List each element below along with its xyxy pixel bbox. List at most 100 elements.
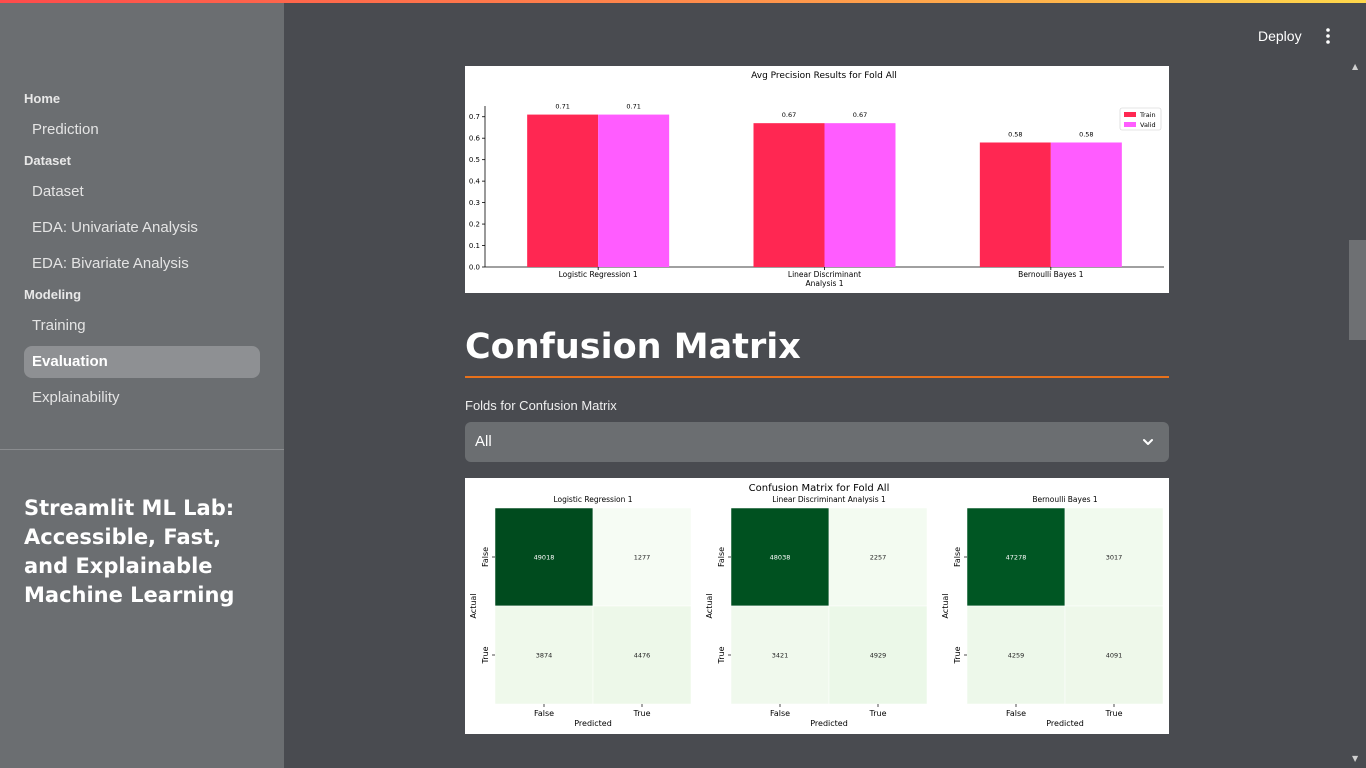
cell-value: 4259 — [1008, 652, 1025, 660]
top-accent-bar — [0, 0, 1366, 3]
cell-value: 3874 — [536, 652, 553, 660]
header-divider — [465, 376, 1169, 378]
y-tick-label: False — [481, 547, 490, 567]
bar-train — [527, 114, 599, 267]
sidebar-item-explainability[interactable]: Explainability — [32, 389, 120, 406]
x-tick-label: True — [1105, 709, 1123, 718]
x-axis-label: Predicted — [1046, 719, 1084, 728]
bar-train — [753, 123, 825, 267]
matrix-cell — [966, 605, 1066, 705]
y-tick-label: True — [717, 646, 726, 664]
matrix-title: Linear Discriminant Analysis 1 — [772, 495, 886, 504]
precision-bar-chart: Avg Precision Results for Fold All 0.0 0.… — [465, 66, 1169, 293]
x-tick-label: Linear Discriminant — [788, 270, 861, 279]
cell-value: 4929 — [870, 652, 887, 660]
y-axis-label: Actual — [941, 593, 950, 618]
cell-value: 2257 — [870, 554, 887, 562]
matrix-title: Bernoulli Bayes 1 — [1032, 495, 1098, 504]
folds-select-value: All — [475, 433, 492, 450]
confusion-matrix-chart: Confusion Matrix for Fold All Logistic R… — [465, 478, 1169, 734]
y-tick-label: 0.7 — [469, 113, 480, 121]
data-label: 0.71 — [555, 103, 569, 111]
matrix-cell — [494, 605, 594, 705]
matrix-cell — [730, 605, 830, 705]
x-tick-label: Analysis 1 — [805, 279, 843, 288]
cell-value: 3017 — [1106, 554, 1123, 562]
nav-section-home: Home — [24, 91, 61, 106]
y-tick-label: 0.2 — [469, 221, 480, 229]
scrollbar[interactable] — [1349, 60, 1366, 768]
chevron-down-icon — [1143, 439, 1153, 445]
matrix-cell — [1064, 605, 1164, 705]
kebab-menu-icon[interactable] — [1318, 26, 1338, 46]
folds-select-label: Folds for Confusion Matrix — [465, 398, 617, 413]
data-label: 0.58 — [1079, 130, 1093, 138]
app-title: Streamlit ML Lab: Accessible, Fast, and … — [24, 496, 235, 607]
y-tick-label: 0.6 — [469, 135, 481, 143]
x-tick-label: Bernoulli Bayes 1 — [1018, 270, 1084, 279]
scrollbar-thumb[interactable] — [1349, 240, 1366, 340]
folds-select[interactable]: All — [465, 422, 1169, 462]
legend-swatch-train — [1124, 112, 1136, 117]
y-tick-label: 0.0 — [469, 264, 480, 272]
sidebar-nav: Home Prediction Dataset Dataset EDA: Uni… — [24, 88, 260, 418]
chart-title: Confusion Matrix for Fold All — [749, 483, 890, 494]
y-axis-label: Actual — [705, 593, 714, 618]
matrix-cell — [828, 507, 928, 607]
matrix-cell — [828, 605, 928, 705]
cell-value: 4091 — [1106, 652, 1123, 660]
nav-section-dataset: Dataset — [24, 153, 71, 168]
legend-label-valid: Valid — [1140, 121, 1156, 129]
bar-valid — [1050, 142, 1122, 267]
matrix-cell — [730, 507, 830, 607]
matrix-cell — [1064, 507, 1164, 607]
x-tick-label: False — [770, 709, 790, 718]
x-tick-label: False — [1006, 709, 1026, 718]
cell-value: 48038 — [770, 554, 791, 562]
scroll-down-arrow-icon[interactable]: ▼ — [1352, 754, 1359, 763]
y-tick-label: 0.4 — [469, 178, 481, 186]
matrix-cell — [966, 507, 1066, 607]
data-label: 0.67 — [853, 111, 867, 119]
sidebar-item-eda-univariate[interactable]: EDA: Univariate Analysis — [32, 219, 198, 236]
x-axis-label: Predicted — [574, 719, 612, 728]
bar-train — [979, 142, 1051, 267]
matrix-cell — [494, 507, 594, 607]
y-tick-label: True — [481, 646, 490, 664]
y-tick-label: 0.5 — [469, 156, 480, 164]
y-tick-label: False — [717, 547, 726, 567]
scroll-up-arrow-icon[interactable]: ▲ — [1352, 62, 1359, 71]
y-axis-label: Actual — [469, 593, 478, 618]
data-label: 0.58 — [1008, 130, 1022, 138]
data-label: 0.71 — [626, 103, 640, 111]
sidebar-item-training[interactable]: Training — [32, 317, 86, 334]
y-tick-label: True — [953, 646, 962, 664]
nav-section-modeling: Modeling — [24, 287, 82, 302]
deploy-button[interactable]: Deploy — [1258, 28, 1302, 44]
y-tick-label: 0.3 — [469, 199, 480, 207]
sidebar-item-dataset[interactable]: Dataset — [32, 183, 84, 200]
x-tick-label: Logistic Regression 1 — [559, 270, 638, 279]
sidebar: Home Prediction Dataset Dataset EDA: Uni… — [0, 0, 284, 768]
section-header-confusion-matrix: Confusion Matrix — [465, 327, 801, 367]
x-tick-label: True — [633, 709, 651, 718]
sidebar-item-prediction[interactable]: Prediction — [32, 121, 99, 138]
x-axis-label: Predicted — [810, 719, 848, 728]
bar-valid — [824, 123, 896, 267]
matrix-cell — [592, 605, 692, 705]
cell-value: 49018 — [534, 554, 555, 562]
cell-value: 3421 — [772, 652, 789, 660]
data-label: 0.67 — [782, 111, 796, 119]
y-tick-label: 0.1 — [469, 242, 480, 250]
matrix-title: Logistic Regression 1 — [553, 495, 632, 504]
y-tick-label: False — [953, 547, 962, 567]
x-tick-label: False — [534, 709, 554, 718]
bar-valid — [598, 114, 670, 267]
sidebar-divider — [0, 449, 284, 450]
legend-swatch-valid — [1124, 122, 1136, 127]
cell-value: 47278 — [1006, 554, 1027, 562]
sidebar-item-evaluation[interactable]: Evaluation — [24, 346, 260, 378]
cell-value: 4476 — [634, 652, 651, 660]
sidebar-item-eda-bivariate[interactable]: EDA: Bivariate Analysis — [32, 255, 189, 272]
x-tick-label: True — [869, 709, 887, 718]
